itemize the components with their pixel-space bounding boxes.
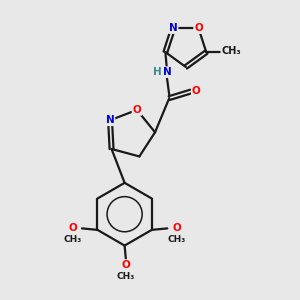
Text: CH₃: CH₃ <box>221 46 241 56</box>
Text: N: N <box>106 115 114 125</box>
Text: H: H <box>153 67 162 77</box>
Text: CH₃: CH₃ <box>117 272 135 281</box>
Text: O: O <box>133 105 141 115</box>
Text: O: O <box>172 224 181 233</box>
Text: CH₃: CH₃ <box>168 235 186 244</box>
Text: O: O <box>192 86 200 96</box>
Text: O: O <box>194 23 203 33</box>
Text: CH₃: CH₃ <box>63 235 82 244</box>
Text: O: O <box>122 260 130 270</box>
Text: O: O <box>68 224 77 233</box>
Text: N: N <box>163 67 172 77</box>
Text: N: N <box>169 23 178 33</box>
